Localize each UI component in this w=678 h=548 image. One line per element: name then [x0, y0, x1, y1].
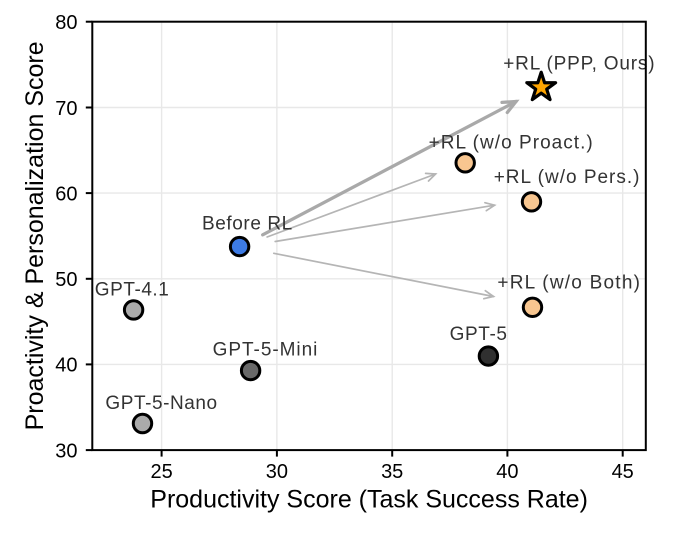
svg-text:Before RL: Before RL — [202, 214, 293, 235]
svg-text:80: 80 — [55, 12, 77, 34]
svg-text:50: 50 — [55, 269, 77, 291]
svg-text:40: 40 — [55, 355, 77, 377]
svg-text:25: 25 — [150, 461, 172, 483]
svg-text:30: 30 — [266, 461, 288, 483]
svg-text:45: 45 — [612, 461, 634, 483]
svg-text:GPT-5: GPT-5 — [450, 324, 508, 345]
svg-text:+RL (PPP, Ours): +RL (PPP, Ours) — [503, 54, 655, 75]
svg-text:60: 60 — [55, 183, 77, 205]
svg-text:40: 40 — [496, 461, 518, 483]
svg-text:+RL (w/o Proact.): +RL (w/o Proact.) — [429, 133, 594, 154]
svg-text:70: 70 — [55, 98, 77, 120]
svg-text:GPT-5-Nano: GPT-5-Nano — [105, 393, 217, 414]
svg-text:30: 30 — [55, 440, 77, 462]
svg-text:+RL (w/o Pers.): +RL (w/o Pers.) — [494, 167, 641, 188]
svg-text:Productivity Score (Task Succe: Productivity Score (Task Success Rate) — [150, 486, 588, 514]
svg-text:35: 35 — [381, 461, 403, 483]
svg-text:+RL (w/o Both): +RL (w/o Both) — [497, 273, 641, 294]
svg-text:GPT-5-Mini: GPT-5-Mini — [213, 339, 319, 360]
svg-text:GPT-4.1: GPT-4.1 — [95, 280, 170, 301]
svg-text:Proactivity & Personalization: Proactivity & Personalization Score — [21, 41, 49, 430]
